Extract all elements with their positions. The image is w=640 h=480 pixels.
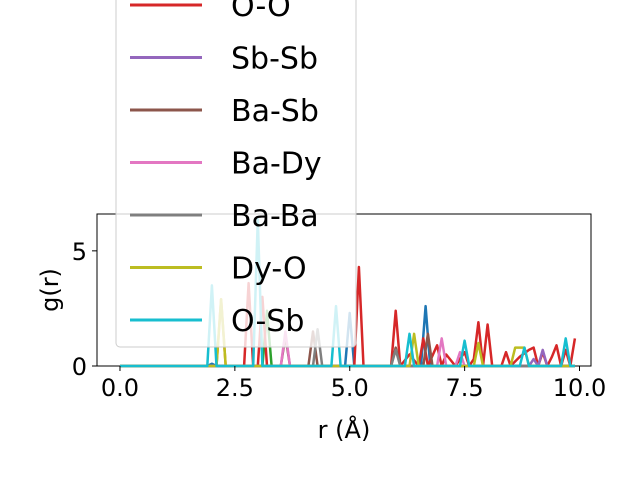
legend-label-o-o: O-O: [231, 0, 291, 24]
legend-label-ba-ba: Ba-Ba: [231, 199, 319, 234]
series-line-o-sb: [120, 217, 575, 368]
x-tick-label: 10.0: [553, 374, 606, 402]
legend-frame: [115, 0, 357, 348]
legend-label-dy-o: Dy-O: [231, 252, 307, 287]
x-tick-label: 5.0: [331, 374, 369, 402]
y-tick-label: 0: [72, 353, 87, 381]
legend-label-o-sb: O-Sb: [231, 304, 304, 339]
legend-label-ba-dy: Ba-Dy: [231, 147, 322, 182]
x-axis: 0.0 2.5 5.0 7.5 10.0: [101, 366, 606, 402]
y-axis-label: g(r): [36, 268, 64, 312]
y-axis: 05: [72, 238, 97, 381]
x-tick-label: 7.5: [446, 374, 484, 402]
x-tick-label: 0.0: [101, 374, 139, 402]
legend: O-O Sb-Sb Ba-Sb Ba-Dy Ba-Ba Dy-O O-Sb: [115, 0, 357, 348]
legend-label-ba-sb: Ba-Sb: [231, 94, 319, 129]
legend-label-sb-sb: Sb-Sb: [231, 42, 318, 77]
x-tick-label: 2.5: [216, 374, 254, 402]
y-tick-label: 5: [72, 238, 87, 266]
x-axis-label: r (Å): [318, 415, 371, 444]
